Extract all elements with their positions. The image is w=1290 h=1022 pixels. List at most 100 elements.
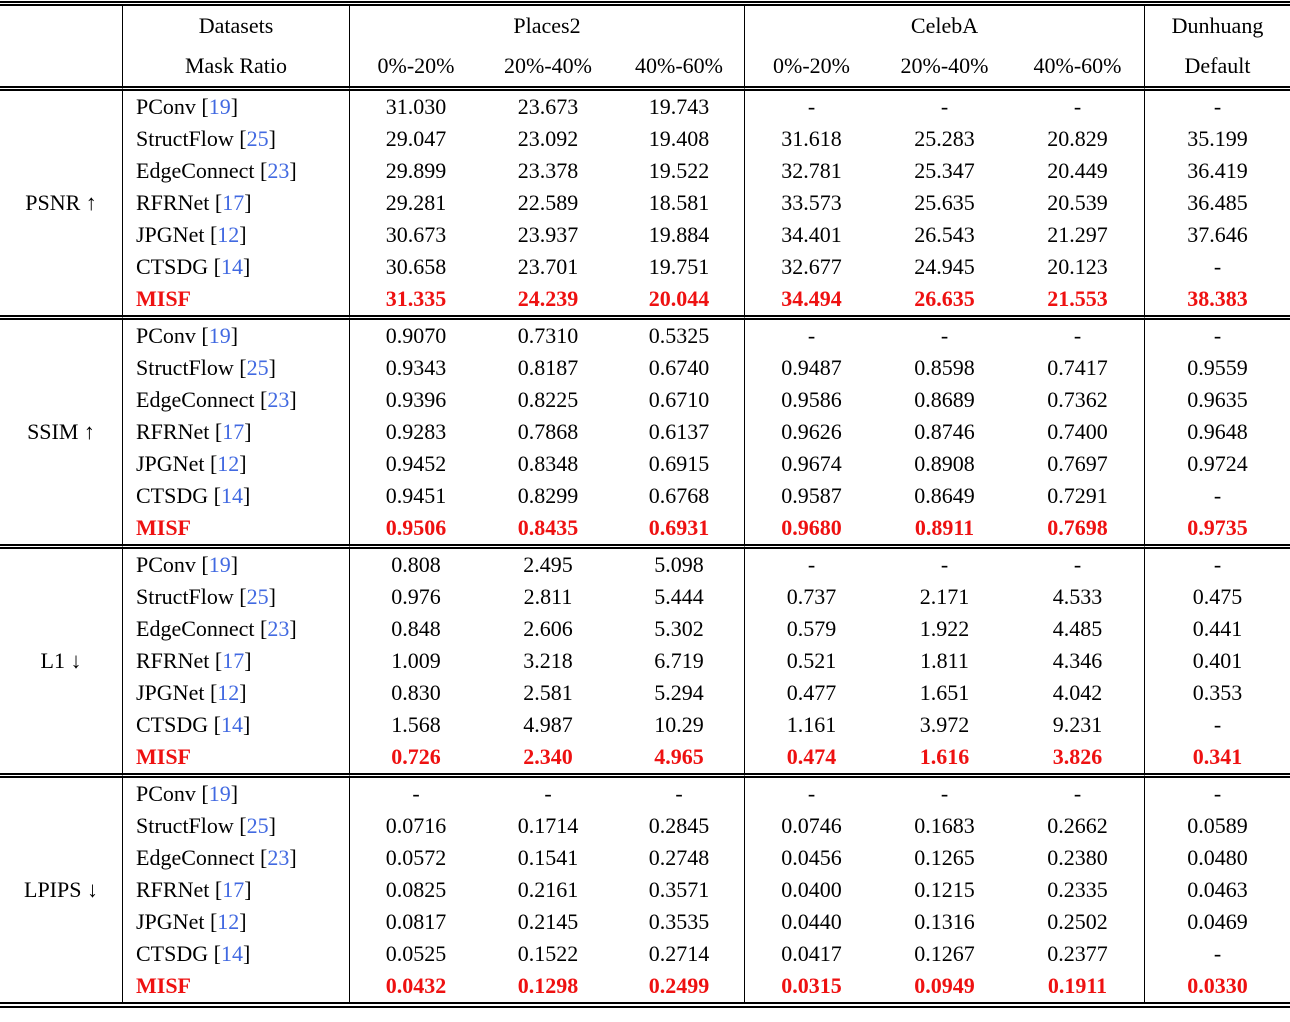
value-cell: - (1213, 941, 1222, 966)
citation-link[interactable]: 14 (220, 483, 243, 508)
value-cell: 0.7310 (482, 315, 614, 352)
method-name: StructFlow (136, 355, 234, 380)
value-cell: 9.231 (1011, 709, 1145, 741)
citation-link[interactable]: 17 (222, 190, 245, 215)
header-row-datasets: Datasets Places2 CelebA Dunhuang (0, 6, 1290, 91)
value-cell: 20.044 (614, 283, 745, 315)
value-cell: 0.7417 (1011, 352, 1145, 384)
corner-cell (0, 6, 123, 91)
mask-ratio-label: Mask Ratio (123, 46, 350, 91)
method-name: PConv (136, 781, 196, 806)
method-name: EdgeConnect (136, 158, 255, 183)
table-row: RFRNet [17] 0.0825 0.2161 0.3571 0.0400 0.121… (0, 874, 1290, 906)
value-cell: 0.401 (1192, 648, 1243, 673)
value-cell: 0.726 (391, 744, 441, 769)
citation-link[interactable]: 12 (217, 222, 240, 247)
method-name: PConv (136, 552, 196, 577)
citation-link[interactable]: 14 (220, 254, 243, 279)
value-cell: 32.781 (781, 158, 842, 183)
citation-link[interactable]: 14 (220, 712, 243, 737)
citation-link[interactable]: 19 (208, 781, 231, 806)
value-cell: 4.533 (1011, 581, 1145, 613)
value-cell: 0.1215 (914, 877, 975, 902)
citation-link[interactable]: 17 (222, 648, 245, 673)
table-row: StructFlow [25] 0.0716 0.1714 0.2845 0.0746 0… (0, 810, 1290, 842)
value-cell: 31.618 (781, 126, 842, 151)
table-header: Datasets Places2 CelebA Dunhuang Mask Ra… (0, 6, 1290, 91)
value-cell: 0.8598 (914, 355, 975, 380)
value-cell: 0.2662 (1011, 810, 1145, 842)
value-cell: 0.0440 (781, 909, 842, 934)
value-cell: - (745, 315, 878, 352)
value-cell: 33.573 (781, 190, 842, 215)
value-cell: 30.658 (385, 254, 447, 279)
method-cell: CTSDG [14] (123, 938, 350, 970)
table-row: StructFlow [25] 0.976 2.811 5.444 0.737 2.171… (0, 581, 1290, 613)
citation-link[interactable]: 19 (208, 323, 231, 348)
citation-link[interactable]: 25 (246, 584, 269, 609)
citation-link[interactable]: 19 (208, 552, 231, 577)
value-cell: 1.009 (391, 648, 441, 673)
table-row: RFRNet [17] 29.281 22.589 18.581 33.573 25.63… (0, 187, 1290, 219)
value-cell: 31.030 (385, 94, 447, 119)
value-cell: 0.8187 (517, 355, 579, 380)
citation-link[interactable]: 23 (267, 845, 290, 870)
value-cell: 0.0315 (781, 973, 842, 998)
value-cell: 36.419 (1187, 158, 1248, 183)
method-cell: MISF (123, 970, 350, 1002)
citation-link[interactable]: 23 (267, 616, 290, 641)
value-cell: 0.8689 (914, 387, 975, 412)
method-name: JPGNet (136, 222, 205, 247)
value-cell: 19.743 (614, 91, 745, 123)
method-cell: StructFlow [25] (123, 352, 350, 384)
table-row: MISF 0.9506 0.8435 0.6931 0.9680 0.8911 0.7698… (0, 512, 1290, 544)
value-cell: 0.9070 (350, 315, 482, 352)
value-cell: 0.808 (350, 544, 482, 581)
citation-link[interactable]: 25 (246, 813, 269, 838)
value-cell: - (1011, 773, 1145, 810)
method-cell: CTSDG [14] (123, 251, 350, 283)
value-cell: 34.494 (781, 286, 842, 311)
table-row: StructFlow [25] 29.047 23.092 19.408 31.618 2… (0, 123, 1290, 155)
value-cell: 0.9452 (385, 451, 447, 476)
method-name: RFRNet (136, 648, 210, 673)
citation-link[interactable]: 14 (220, 941, 243, 966)
citation-link[interactable]: 17 (222, 419, 245, 444)
value-cell: 2.581 (523, 680, 573, 705)
citation-link[interactable]: 19 (208, 94, 231, 119)
citation-link[interactable]: 23 (267, 387, 290, 412)
value-cell: 2.495 (482, 544, 614, 581)
value-cell: 4.346 (1011, 645, 1145, 677)
col-header-celeba-40-60: 40%-60% (1011, 46, 1145, 91)
citation-link[interactable]: 12 (217, 680, 240, 705)
value-cell: 0.9587 (781, 483, 842, 508)
citation-link[interactable]: 25 (246, 126, 269, 151)
method-cell: RFRNet [17] (123, 416, 350, 448)
value-cell: 0.6931 (614, 512, 745, 544)
value-cell: - (1011, 91, 1145, 123)
value-cell: 0.2499 (614, 970, 745, 1002)
citation-link[interactable]: 25 (246, 355, 269, 380)
value-cell: 0.8299 (517, 483, 579, 508)
value-cell: 0.9648 (1187, 419, 1248, 444)
method-cell: JPGNet [12] (123, 906, 350, 938)
citation-link[interactable]: 17 (222, 877, 245, 902)
value-cell: 23.673 (517, 94, 579, 119)
method-name: CTSDG (136, 254, 209, 279)
method-name: RFRNet (136, 877, 210, 902)
table-row: JPGNet [12] 0.9452 0.8348 0.6915 0.9674 0.890… (0, 448, 1290, 480)
value-cell: - (1213, 483, 1222, 508)
value-cell: 0.3535 (614, 906, 745, 938)
citation-link[interactable]: 23 (267, 158, 290, 183)
citation-link[interactable]: 12 (217, 451, 240, 476)
value-cell: 29.047 (385, 126, 447, 151)
value-cell: 0.1911 (1011, 970, 1145, 1002)
citation-link[interactable]: 12 (217, 909, 240, 934)
method-cell: RFRNet [17] (123, 645, 350, 677)
method-name: StructFlow (136, 584, 234, 609)
value-cell: 2.606 (523, 616, 573, 641)
table-row: EdgeConnect [23] 29.899 23.378 19.522 32.781… (0, 155, 1290, 187)
group-header-places2: Places2 (350, 6, 745, 46)
metric-label: SSIM ↑ (0, 315, 123, 544)
value-cell: - (807, 94, 816, 119)
